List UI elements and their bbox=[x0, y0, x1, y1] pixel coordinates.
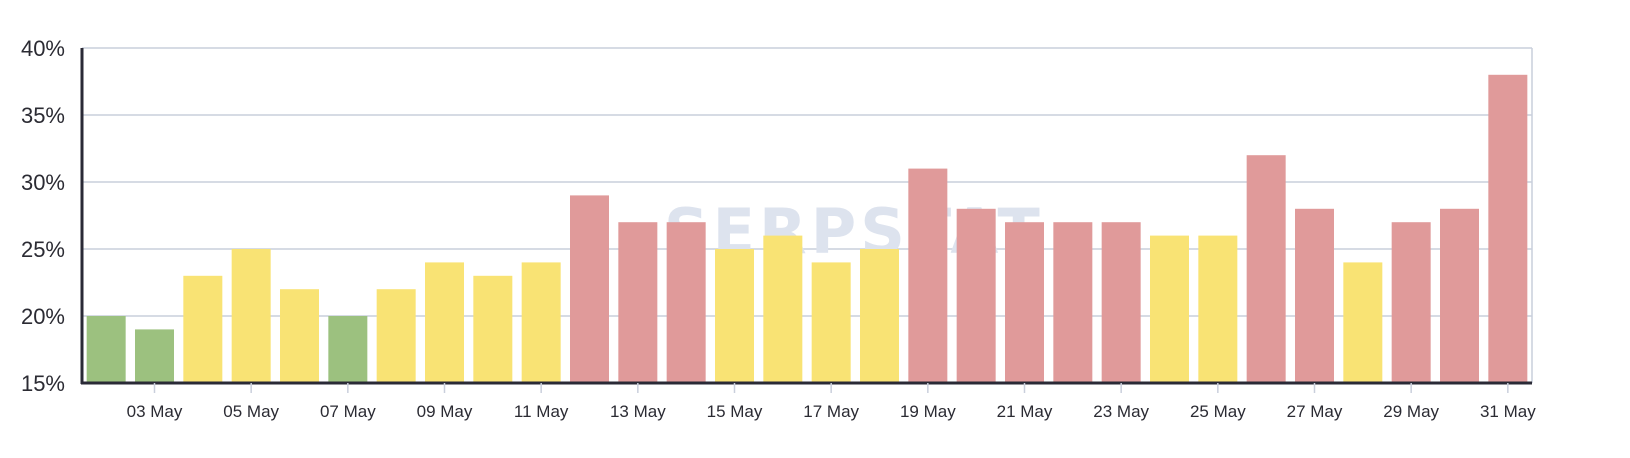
y-tick-label: 30% bbox=[21, 170, 65, 195]
x-tick-label: 29 May bbox=[1383, 402, 1439, 421]
y-tick-label: 25% bbox=[21, 237, 65, 262]
y-tick-label: 15% bbox=[21, 371, 65, 396]
bar-25-may bbox=[1198, 235, 1238, 383]
bar-31-may bbox=[1488, 74, 1528, 384]
bar-17-may bbox=[811, 262, 851, 383]
bar-06-may bbox=[280, 289, 319, 383]
bar-11-may bbox=[521, 262, 561, 383]
bar-27-may bbox=[1295, 208, 1334, 383]
y-axis-tick-labels: 15% 20% 25% 30% 35% 40% bbox=[21, 36, 65, 396]
bar-26-may bbox=[1246, 155, 1286, 383]
bar-19-may bbox=[908, 168, 948, 383]
axes bbox=[80, 48, 1532, 393]
bar-24-may bbox=[1150, 235, 1189, 383]
bar-29-may bbox=[1391, 222, 1431, 383]
bar-28-may bbox=[1343, 262, 1383, 383]
x-tick-label: 19 May bbox=[900, 402, 956, 421]
y-tick-label: 40% bbox=[21, 36, 65, 61]
x-tick-label: 27 May bbox=[1287, 402, 1343, 421]
x-tick-label: 11 May bbox=[514, 402, 569, 421]
bar-14-may bbox=[666, 222, 706, 383]
bar-30-may bbox=[1440, 208, 1479, 383]
y-tick-label: 35% bbox=[21, 103, 65, 128]
x-tick-label: 07 May bbox=[320, 402, 376, 421]
bars bbox=[86, 74, 1528, 384]
bar-10-may bbox=[473, 275, 513, 383]
x-tick-label: 23 May bbox=[1093, 402, 1149, 421]
bar-05-may bbox=[231, 249, 271, 383]
x-tick-label: 21 May bbox=[997, 402, 1053, 421]
x-tick-label: 05 May bbox=[223, 402, 279, 421]
bar-03-may bbox=[135, 329, 174, 383]
bar-08-may bbox=[376, 289, 416, 383]
bar-04-may bbox=[183, 275, 223, 383]
bar-21-may bbox=[1005, 222, 1044, 383]
bar-12-may bbox=[570, 195, 609, 383]
bar-16-may bbox=[763, 235, 803, 383]
x-axis-tick-labels: 03 May 05 May 07 May 09 May 11 May 13 May 15 M… bbox=[127, 402, 1537, 421]
bar-02-may bbox=[86, 316, 126, 383]
x-tick-label: 03 May bbox=[127, 402, 183, 421]
bar-23-may bbox=[1101, 222, 1141, 383]
y-tick-label: 20% bbox=[21, 304, 65, 329]
bar-20-may bbox=[956, 208, 996, 383]
x-tick-label: 09 May bbox=[417, 402, 473, 421]
x-tick-label: 13 May bbox=[610, 402, 666, 421]
x-tick-label: 17 May bbox=[803, 402, 859, 421]
bar-09-may bbox=[425, 262, 464, 383]
bar-22-may bbox=[1053, 222, 1093, 383]
bar-07-may bbox=[328, 316, 368, 383]
x-tick-label: 31 May bbox=[1480, 402, 1536, 421]
bar-15-may bbox=[715, 249, 754, 383]
x-tick-label: 25 May bbox=[1190, 402, 1246, 421]
x-tick-label: 15 May bbox=[707, 402, 763, 421]
grid-lines bbox=[82, 47, 1533, 383]
bar-18-may bbox=[860, 249, 899, 383]
bar-13-may bbox=[618, 222, 658, 383]
